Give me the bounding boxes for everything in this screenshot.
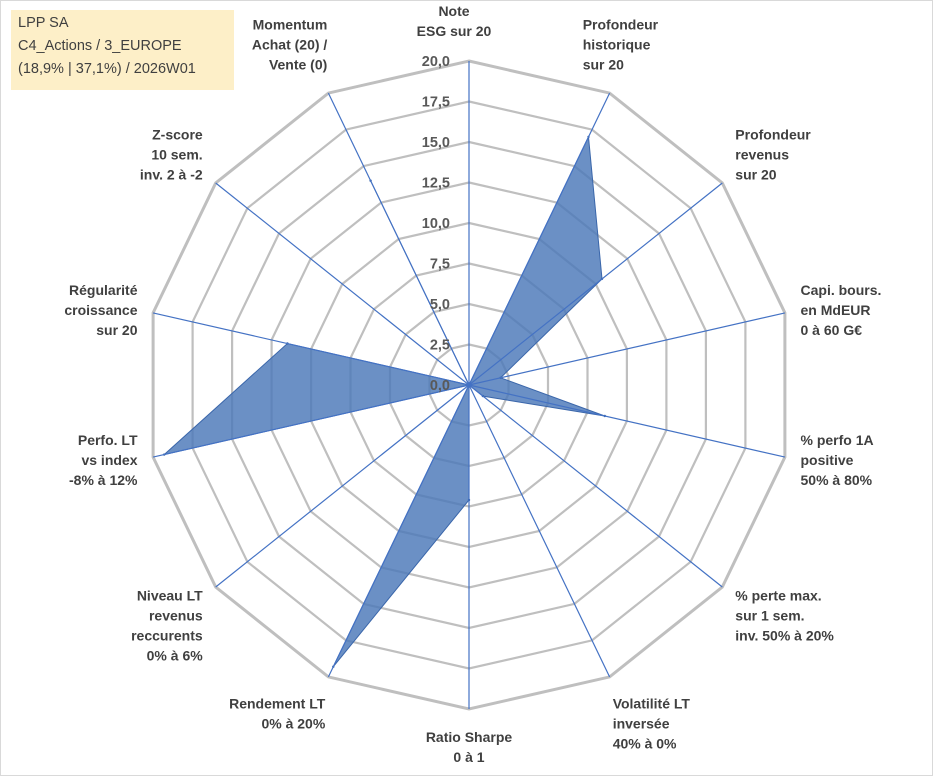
category-label-line: Z-score [152,126,203,142]
category-label-line: Profondeur [583,17,659,33]
tick-label-0: 0,0 [430,378,450,394]
category-label-line: croissance [64,302,137,318]
category-label-12: Régularité croissance sur 20 [64,282,137,338]
category-label-14: Momentum Achat (20) / Vente (0) [252,17,328,73]
category-label-4: Capi. bours. en MdEUR 0 à 60 G€ [801,282,882,338]
category-label-line: ESG sur 20 [417,23,492,39]
category-label-2: Profondeur historique sur 20 [583,17,659,73]
axis-spoke-9 [327,384,470,678]
category-label-line: 0 à 60 G€ [801,322,863,338]
category-label-line: 0 à 1 [453,749,484,765]
category-label-line: Capi. bours. [801,282,882,298]
tick-label-6: 15,0 [422,135,450,151]
category-label-line: 10 sem. [151,146,202,162]
category-label-line: sur 20 [96,322,137,338]
category-label-3: Profondeur revenus sur 20 [735,126,811,182]
category-label-8: Ratio Sharpe 0 à 1 [426,729,513,765]
category-label-line: Volatilité LT [613,696,691,712]
axis-spoke-13 [215,182,470,386]
axis-spoke-10 [215,384,470,588]
tick-label-3: 7,5 [430,257,450,273]
category-label-line: Momentum [253,17,328,33]
category-label-6: % perte max. sur 1 sem. inv. 50% à 20% [735,588,834,644]
category-label-line: positive [801,452,854,468]
category-label-line: en MdEUR [801,302,871,318]
category-label-line: -8% à 12% [69,472,138,488]
tick-label-7: 17,5 [422,95,450,111]
axis-spoke-2 [468,92,611,386]
category-label-line: % perfo 1A [801,432,874,448]
axis-spoke-14 [327,92,470,386]
stock-category: C4_Actions / 3_EUROPE [18,38,182,54]
category-label-line: 50% à 80% [801,472,873,488]
category-label-line: Régularité [69,282,138,298]
category-label-line: Achat (20) / [252,37,328,53]
axis-spoke-7 [468,384,611,678]
category-label-line: 0% à 6% [147,648,204,664]
category-label-9: Rendement LT 0% à 20% [229,696,326,732]
category-label-line: Vente (0) [269,57,327,73]
category-label-5: % perfo 1A positive 50% à 80% [801,432,874,488]
category-label-line: revenus [735,146,789,162]
tick-label-5: 12,5 [422,176,450,192]
stock-name: LPP SA [18,15,69,31]
tick-label-8: 20,0 [422,54,450,70]
series-area [162,135,605,668]
tick-label-2: 5,0 [430,297,450,313]
category-label-10: Niveau LT revenus reccurents 0% à 6% [131,588,203,664]
category-label-line: sur 20 [583,57,624,73]
category-label-line: Niveau LT [137,588,203,604]
axis-spoke-11 [152,384,470,458]
category-label-line: reccurents [131,628,203,644]
axis-spoke-12 [152,312,470,386]
category-label-line: historique [583,37,651,53]
category-label-line: inv. 50% à 20% [735,628,834,644]
tick-label-1: 2,5 [430,338,450,354]
category-label-1: Note ESG sur 20 [417,3,492,39]
category-label-line: inv. 2 à -2 [140,166,203,182]
axis-spoke-5 [468,384,786,458]
category-label-line: Perfo. LT [78,432,138,448]
category-label-13: Z-score 10 sem. inv. 2 à -2 [140,126,203,182]
category-label-11: Perfo. LT vs index -8% à 12% [69,432,138,488]
category-label-line: Profondeur [735,126,811,142]
category-label-line: 0% à 20% [261,716,325,732]
category-label-line: 40% à 0% [613,736,677,752]
category-label-line: revenus [149,608,203,624]
axis-spoke-6 [468,384,723,588]
stock-period: (18,9% | 37,1%) / 2026W01 [18,61,196,77]
category-label-line: vs index [81,452,137,468]
category-label-line: sur 1 sem. [735,608,804,624]
category-label-line: % perte max. [735,588,821,604]
tick-label-4: 10,0 [422,216,450,232]
stock-info-box: LPP SA C4_Actions / 3_EUROPE (18,9% | 37… [11,10,234,90]
category-label-line: Rendement LT [229,696,326,712]
category-label-line: sur 20 [735,166,776,182]
axis-spoke-4 [468,312,786,386]
category-label-line: inversée [613,716,670,732]
category-label-7: Volatilité LT inversée 40% à 0% [613,696,691,752]
axis-spoke-3 [468,182,723,386]
category-label-line: Note [438,3,469,19]
category-label-line: Ratio Sharpe [426,729,513,745]
